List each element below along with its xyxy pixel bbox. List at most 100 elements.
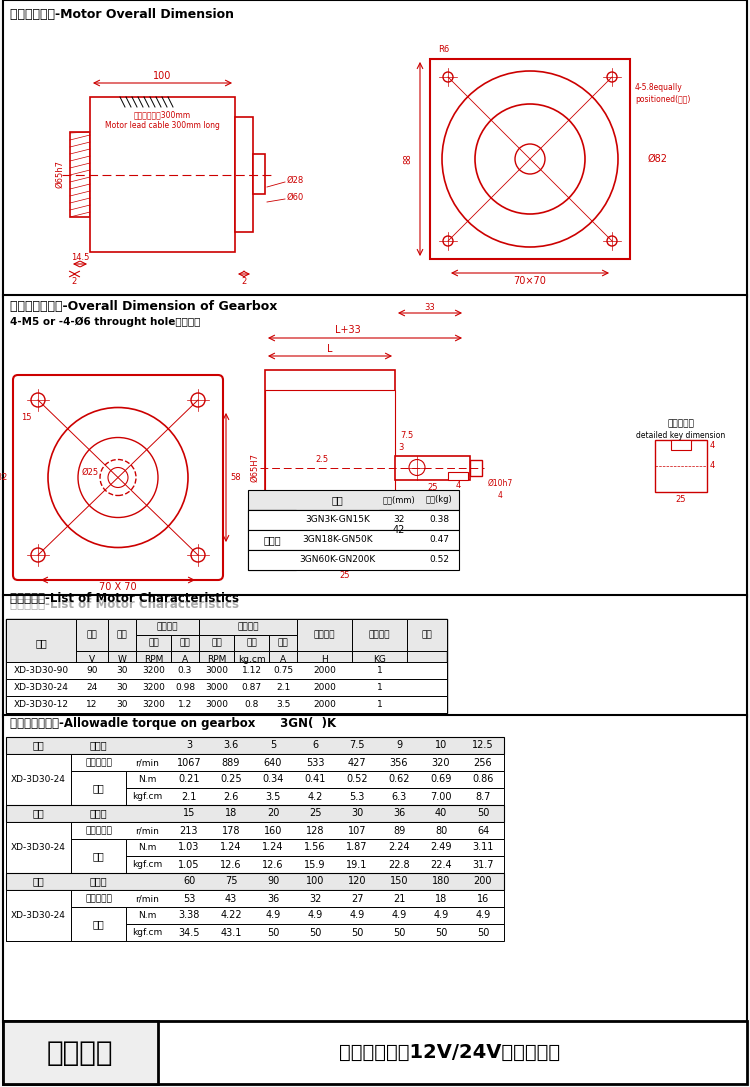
Bar [6,754,504,771]
Text: 使用说明: 使用说明 [46,1038,113,1066]
Text: 12: 12 [86,700,98,709]
Bar [430,59,630,259]
Text: 25: 25 [309,809,321,819]
Text: 1.12: 1.12 [242,666,262,675]
Text: 25: 25 [340,571,350,579]
Text: N.m: N.m [138,775,156,784]
Text: 电机外形尺寸-Motor Overall Dimension: 电机外形尺寸-Motor Overall Dimension [10,8,234,21]
Text: 4.9: 4.9 [350,911,364,921]
Text: 电刷寿命: 电刷寿命 [314,630,335,639]
Text: 14.5: 14.5 [70,252,89,262]
Text: W: W [118,654,127,663]
Text: 功率: 功率 [117,630,128,639]
Bar [90,97,235,252]
Text: 150: 150 [390,876,408,887]
Bar [6,619,76,667]
Text: XIKAI: XIKAI [152,754,248,820]
Text: 重量(kg): 重量(kg) [426,496,452,504]
Text: 36: 36 [267,894,279,903]
Text: 键详细尺寸: 键详细尺寸 [668,420,694,428]
Text: 30: 30 [351,809,363,819]
Bar [6,873,504,890]
Text: 2.6: 2.6 [224,791,238,801]
Text: 3.6: 3.6 [224,740,238,750]
Text: r/min: r/min [135,826,159,835]
Text: 1.05: 1.05 [178,860,200,870]
Text: 2: 2 [242,276,247,286]
Bar [265,390,395,545]
Bar [248,530,459,550]
Text: 30: 30 [116,700,128,709]
Bar [136,635,171,651]
Text: 型号: 型号 [33,809,44,819]
Text: 31.7: 31.7 [472,860,494,870]
Text: 力矩: 力矩 [246,638,256,648]
Text: kgf.cm: kgf.cm [132,860,162,869]
Text: 4.9: 4.9 [308,911,322,921]
Text: XD-3D30-24: XD-3D30-24 [13,683,68,692]
Text: 42: 42 [393,525,405,535]
Text: 20: 20 [267,809,279,819]
Text: 427: 427 [348,758,366,767]
Text: 2.5: 2.5 [316,455,328,464]
Text: 直接接上直流12V/24V的电源即可: 直接接上直流12V/24V的电源即可 [340,1044,560,1062]
Bar [71,771,126,805]
Text: 15: 15 [183,809,195,819]
Text: 4.9: 4.9 [476,911,490,921]
Text: 力矩: 力矩 [93,919,104,929]
Bar [234,651,269,667]
Bar [395,455,470,479]
Text: 1.2: 1.2 [178,700,192,709]
Text: 3200: 3200 [142,683,165,692]
Bar [108,651,136,667]
Text: 160: 160 [264,825,282,836]
Text: 9: 9 [396,740,402,750]
Text: 0.52: 0.52 [429,555,449,564]
Text: RPM: RPM [144,654,164,663]
Text: 27: 27 [351,894,363,903]
Text: 4: 4 [497,491,502,500]
Text: XD-3D30-24: XD-3D30-24 [11,775,66,784]
Bar [248,510,459,530]
Text: 22.8: 22.8 [388,860,410,870]
Text: 2.49: 2.49 [430,842,451,852]
Bar [6,771,504,788]
Text: 50: 50 [267,927,279,937]
Text: XIKAI: XIKAI [482,704,578,770]
Bar [6,924,504,941]
Text: 3.38: 3.38 [178,911,200,921]
Text: 0.8: 0.8 [244,700,259,709]
Text: 齿轮箱: 齿轮箱 [263,535,280,545]
Text: 0.38: 0.38 [429,515,449,525]
Text: 1067: 1067 [177,758,201,767]
Bar [671,440,691,450]
Text: r/min: r/min [135,758,159,767]
Text: 50: 50 [351,927,363,937]
Text: 0.21: 0.21 [178,775,200,785]
Bar [3,295,747,597]
Text: 7.5: 7.5 [350,740,364,750]
Bar [6,907,504,924]
Text: 3200: 3200 [142,700,165,709]
Text: R6: R6 [438,45,450,53]
Text: N.m: N.m [138,911,156,920]
Text: 33: 33 [424,302,435,312]
Text: 3GN60K-GN200K: 3GN60K-GN200K [299,555,376,564]
Text: 10: 10 [435,740,447,750]
Text: 3000: 3000 [205,700,228,709]
Text: 注备: 注备 [422,630,432,639]
Text: 2000: 2000 [313,700,336,709]
Text: 180: 180 [432,876,450,887]
Bar [6,890,71,941]
Text: 15.9: 15.9 [304,860,326,870]
Text: 128: 128 [306,825,324,836]
Text: 25: 25 [427,483,438,492]
Bar [76,619,108,651]
Text: 0.47: 0.47 [429,536,449,545]
Text: 4.22: 4.22 [220,911,242,921]
Text: 70 X 70: 70 X 70 [99,582,136,592]
Text: H: H [321,654,328,663]
Text: 90: 90 [267,876,279,887]
Bar [6,679,447,696]
Text: 2000: 2000 [313,666,336,675]
